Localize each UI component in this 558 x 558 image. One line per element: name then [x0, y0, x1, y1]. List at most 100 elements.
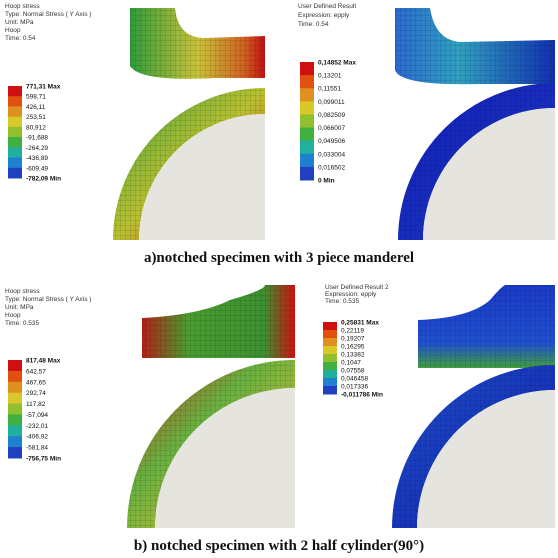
legend-band [300, 127, 314, 142]
legend-label: -57,094 [26, 412, 48, 419]
legend-label: -91,688 [26, 135, 48, 142]
mesh-grid [130, 8, 265, 79]
result-header: Hoop stress [5, 288, 40, 295]
legend-label: 0,082509 [318, 112, 345, 119]
legend-label: 0,046458 [341, 376, 368, 383]
legend-label: 598,71 [26, 94, 46, 101]
result-header: Time: 0.54 [5, 35, 36, 42]
legend-band [8, 447, 22, 459]
mandrel [423, 108, 555, 240]
legend-label: 0,25831 Max [341, 320, 379, 327]
legend-label: 0,11551 [318, 86, 341, 93]
result-header: Time: 0.535 [5, 320, 39, 327]
legend-label: 80,912 [26, 124, 46, 131]
legend-band [8, 360, 22, 372]
legend-label: 0 Min [318, 178, 335, 185]
result-header: Type: Normal Stress ( Y Axis ) [5, 296, 91, 303]
legend-label: 0,16295 [341, 344, 365, 351]
legend-label: -232,01 [26, 423, 48, 430]
legend-band [300, 88, 314, 102]
legend-band [323, 354, 337, 363]
legend-band [8, 392, 22, 405]
result-header: Time: 0.535 [325, 298, 359, 305]
legend-band [323, 338, 337, 347]
legend-label: 0,13382 [341, 352, 365, 359]
mesh-grid [127, 360, 295, 528]
caption: a)notched specimen with 3 piece manderel [144, 250, 414, 266]
legend-band [8, 126, 22, 138]
legend-label: 0,1047 [341, 360, 361, 367]
legend-label: -0,011786 Min [341, 392, 383, 399]
legend-label: 0,017336 [341, 384, 368, 391]
legend-band [323, 370, 337, 379]
result-header: Hoop stress [5, 3, 40, 10]
legend-band [323, 330, 337, 339]
legend-label: 0,07558 [341, 368, 365, 375]
legend-band [8, 147, 22, 159]
mesh-grid [418, 285, 555, 368]
legend-label: -406,92 [26, 434, 48, 441]
legend-band [8, 106, 22, 118]
legend-band [8, 137, 22, 148]
legend-band [8, 86, 22, 97]
legend-band [323, 322, 337, 331]
legend-label: -782,09 Min [26, 176, 61, 183]
legend-band [8, 436, 22, 448]
legend-label: 0,066007 [318, 125, 345, 132]
legend-label: -264,29 [26, 145, 48, 152]
legend-band [323, 362, 337, 371]
legend-label: -436,89 [26, 155, 48, 162]
legend-band [8, 157, 22, 169]
legend-label: 0,13201 [318, 73, 342, 80]
legend-label: 0,049506 [318, 138, 345, 145]
result-header: Hoop [5, 312, 21, 319]
result-header: Hoop [5, 27, 21, 34]
legend-label: 467,65 [26, 379, 46, 386]
legend-band [300, 153, 314, 168]
legend-label: 426,11 [26, 104, 46, 111]
mesh-grid [398, 83, 555, 240]
result-header: User Defined Result 2 [325, 284, 389, 291]
legend-band [8, 96, 22, 107]
mandrel [417, 390, 555, 528]
legend-label: 817,48 Max [26, 358, 61, 365]
result-header: Unit: MPa [5, 304, 34, 311]
result-header: Type: Normal Stress ( Y Axis ) [5, 11, 91, 18]
mesh-grid [392, 365, 555, 528]
legend-label: 771,31 Max [26, 84, 61, 91]
legend-band [300, 101, 314, 115]
legend-label: 0,19207 [341, 336, 365, 343]
legend-label: 642,57 [26, 368, 46, 375]
result-header: Expression: epply [298, 12, 350, 19]
legend-band [8, 167, 22, 179]
caption: b) notched specimen with 2 half cylinder… [134, 538, 424, 554]
legend-band [8, 381, 22, 394]
mesh-grid [395, 8, 555, 85]
legend-band [323, 346, 337, 355]
legend-band [300, 62, 314, 76]
legend-label: 0,22119 [341, 328, 364, 335]
legend-band [300, 114, 314, 129]
legend-label: -581,84 [26, 445, 48, 452]
legend-band [8, 425, 22, 437]
legend-label: 292,74 [26, 390, 46, 397]
legend-label: -756,75 Min [26, 456, 61, 463]
mesh-grid [113, 88, 265, 240]
legend-label: 0,033004 [318, 151, 345, 158]
legend-label: 117,82 [26, 401, 46, 408]
legend-band [8, 116, 22, 128]
legend-band [300, 75, 314, 89]
mandrel [139, 114, 265, 240]
result-header: User Defined Result [298, 3, 356, 10]
result-header: Expression: epply [325, 291, 377, 298]
legend-band [323, 386, 337, 395]
legend-band [323, 378, 337, 387]
legend-label: 0,14852 Max [318, 60, 356, 67]
legend-band [8, 370, 22, 383]
legend-band [300, 166, 314, 181]
legend-band [8, 414, 22, 426]
legend-label: 0,099011 [318, 99, 345, 106]
legend-label: -609,49 [26, 165, 48, 172]
